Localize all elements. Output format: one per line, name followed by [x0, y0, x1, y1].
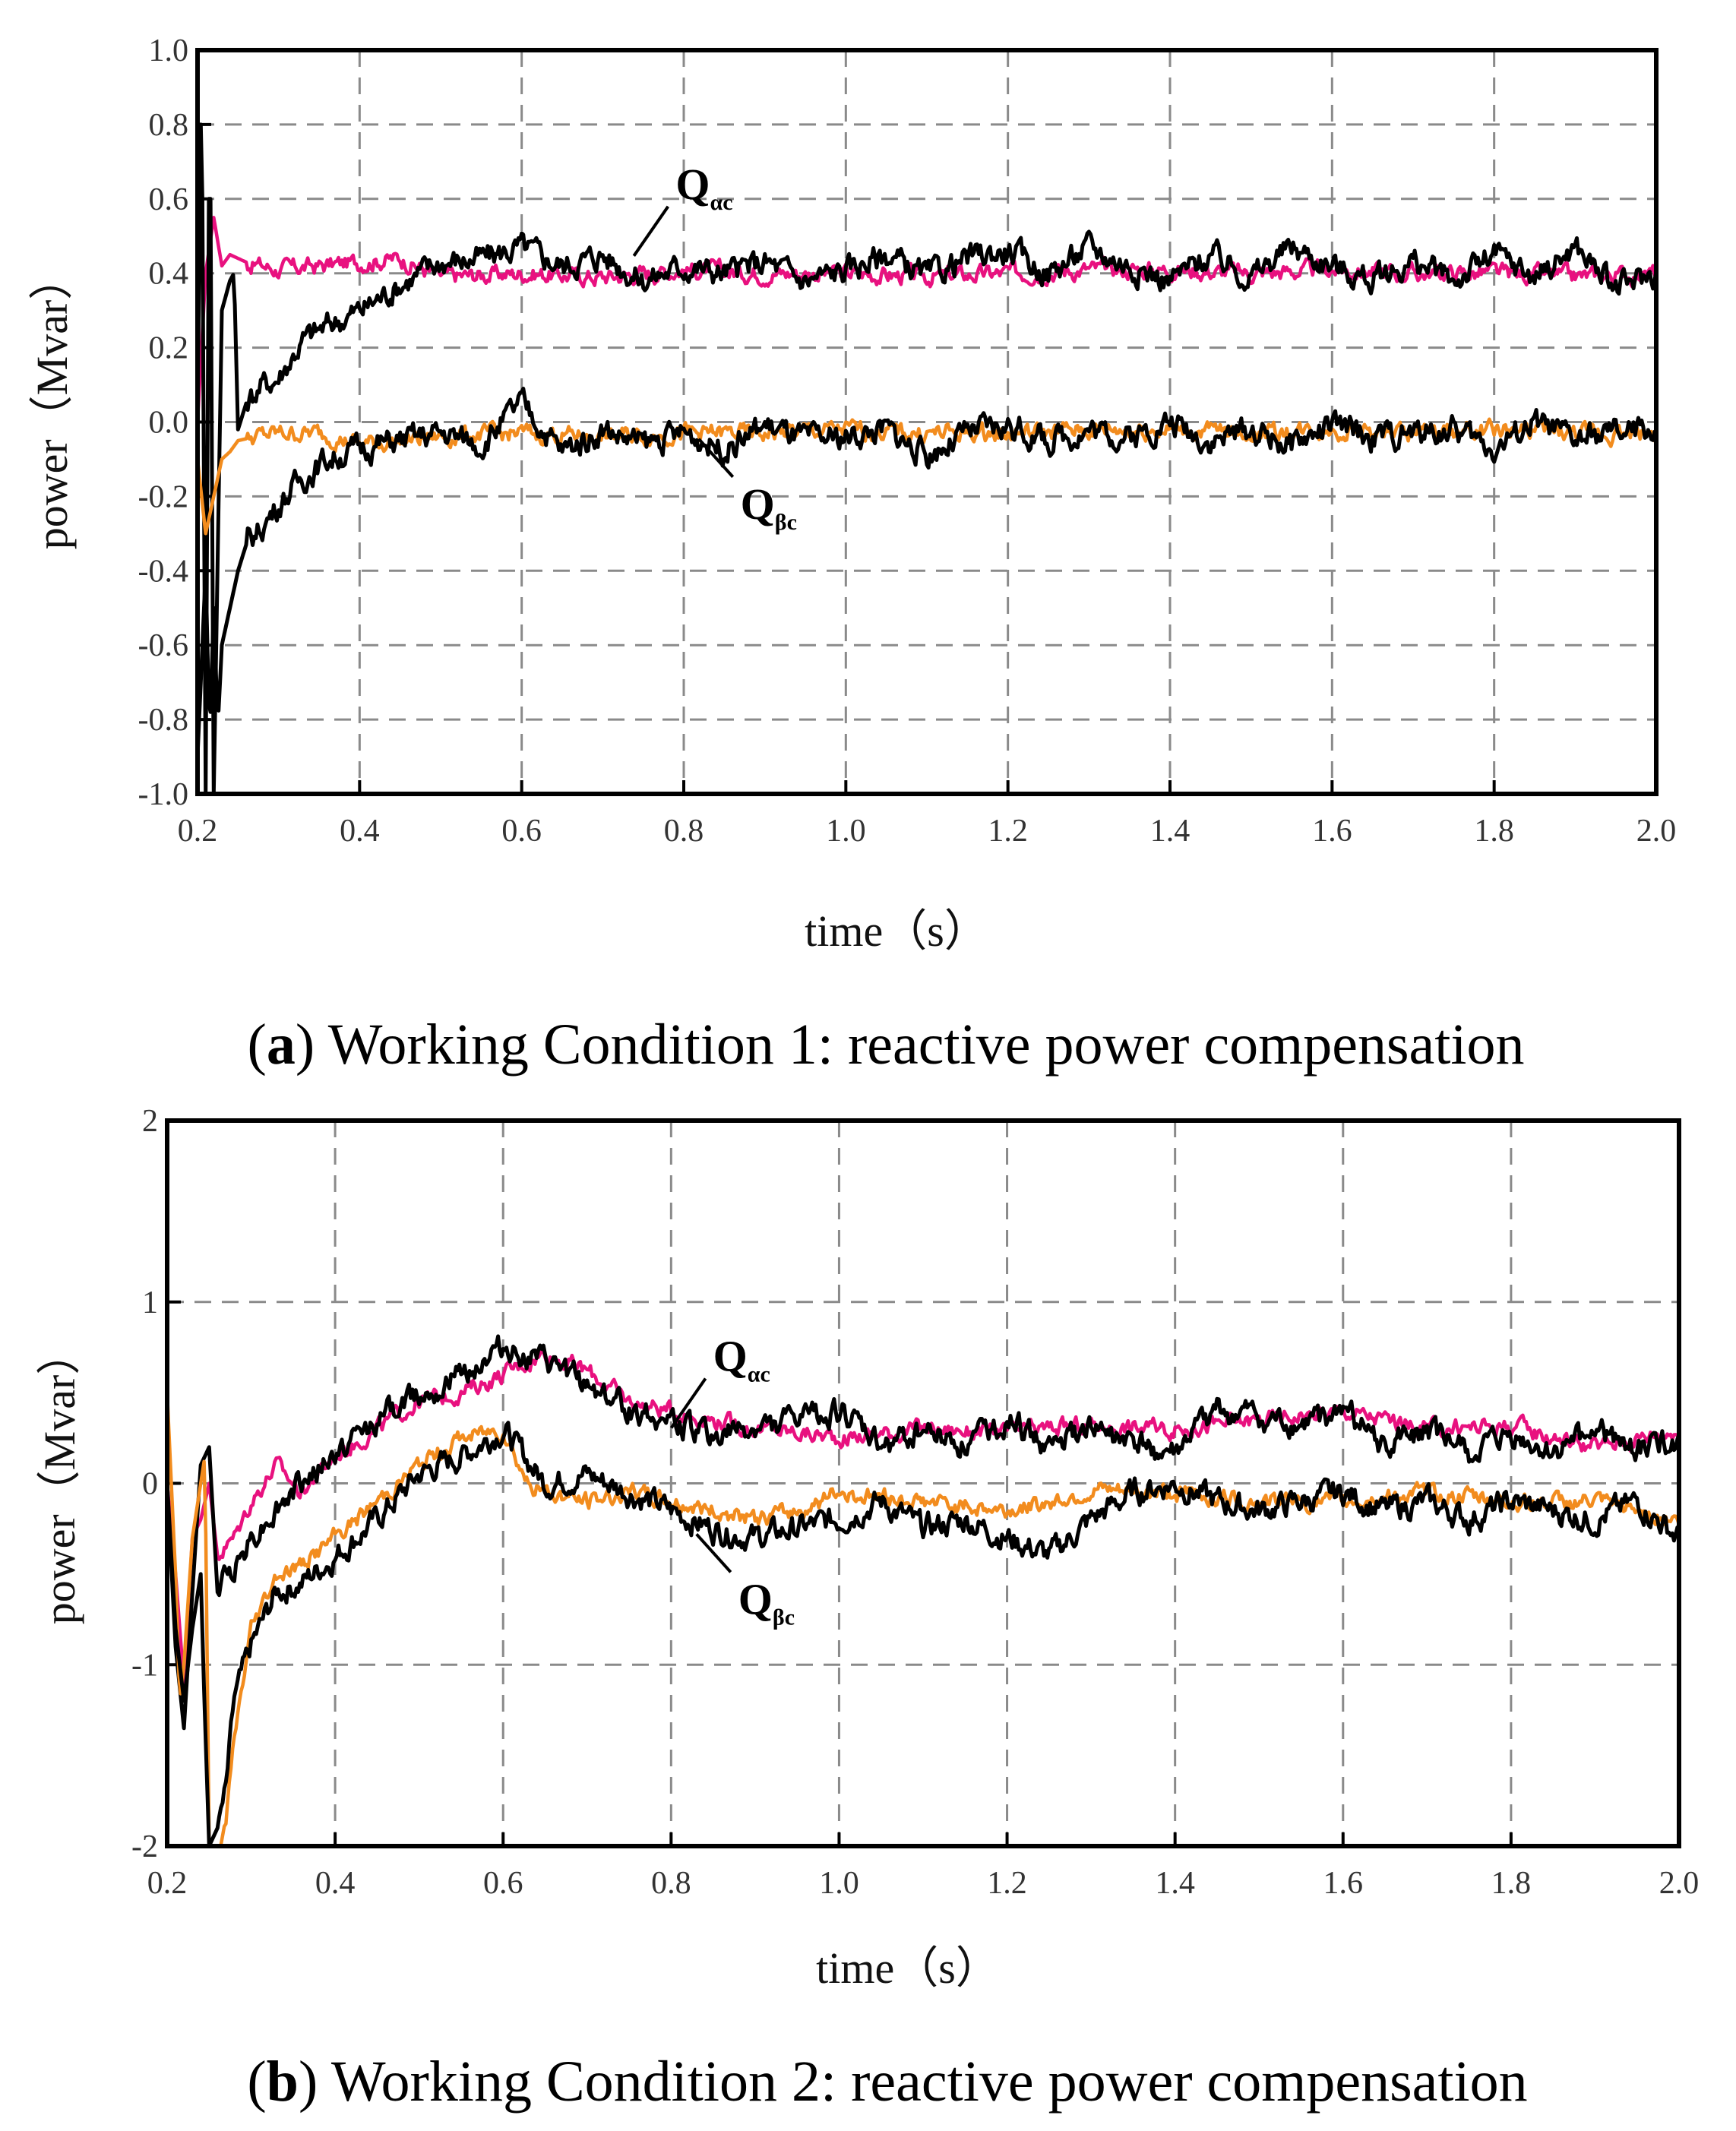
y-tick-label: -1.0 [138, 777, 189, 812]
annotation-leader [697, 438, 735, 479]
y-tick-label: -2 [131, 1829, 158, 1864]
x-tick-label: 0.2 [147, 1866, 188, 1901]
y-tick-label: 0.4 [149, 257, 189, 292]
y-ticks-b: 2 1 0 -1 -2 [131, 1104, 181, 1864]
caption-a: (a) Working Condition 1: reactive power … [248, 1013, 1525, 1077]
caption-text-a: Working Condition 1: reactive power comp… [328, 1013, 1525, 1077]
y-tick-label: 2 [142, 1104, 158, 1139]
x-tick-label: 1.6 [1312, 814, 1352, 849]
x-tick-label: 2.0 [1636, 814, 1677, 849]
y-tick-label: -0.6 [138, 628, 189, 663]
x-tick-label: 1.8 [1474, 814, 1514, 849]
y-ticks-a: 1.0 0.8 0.6 0.4 0.2 0.0 -0.2 -0.4 -0.6 -0.8 -1.0 [138, 33, 211, 812]
chart-panel-a: 1.0 0.8 0.6 0.4 0.2 0.0 -0.2 -0.4 -0.6 -0.8 -1.0 0… [27, 33, 1676, 1077]
annotation-leader [695, 1533, 732, 1573]
x-tick-label: 1.0 [826, 814, 866, 849]
x-tick-label: 0.2 [178, 814, 218, 849]
y-tick-label: 0.6 [149, 182, 189, 217]
annotation-label: Qαc [675, 160, 732, 215]
annotations-b: Qαc Qβc [669, 1331, 795, 1630]
series-group-a [198, 122, 1656, 794]
x-tick-label: 1.4 [1155, 1866, 1195, 1901]
series-line-2 [167, 1334, 1679, 1731]
plot-frame-a [195, 48, 1659, 796]
x-tick-label: 1.2 [988, 814, 1028, 849]
x-tick-label: 1.4 [1150, 814, 1191, 849]
plot-frame-b [165, 1118, 1681, 1848]
annotation-label: Qαc [713, 1331, 770, 1386]
caption-text-b: Working Condition 2: reactive power comp… [331, 2050, 1528, 2114]
annotation-label: Qβc [741, 479, 797, 535]
y-tick-label: -1 [131, 1648, 158, 1683]
series-line-4 [167, 1421, 1679, 1846]
y-tick-label: 1 [142, 1285, 158, 1320]
x-tick-label: 0.4 [340, 814, 380, 849]
y-axis-label-a: power（Mvar） [27, 256, 77, 550]
caption-b: (b) Working Condition 2: reactive power … [247, 2050, 1527, 2114]
annotation-label: Qβc [738, 1574, 795, 1630]
x-ticks-a: 0.2 0.4 0.6 0.8 1.0 1.2 1.4 1.6 1.8 2.0 [178, 780, 1677, 849]
caption-letter-b: b [267, 2050, 299, 2114]
y-tick-label: 0.2 [149, 331, 189, 366]
x-tick-label: 0.4 [315, 1866, 356, 1901]
x-axis-label-b: time（s） [816, 1943, 1000, 1993]
series-line-3 [167, 1392, 1679, 1846]
x-tick-label: 1.0 [819, 1866, 859, 1901]
x-tick-label: 0.8 [664, 814, 704, 849]
x-tick-label: 0.8 [651, 1866, 691, 1901]
annotation-leader [669, 1377, 707, 1429]
y-tick-label: 0.0 [149, 406, 189, 441]
y-tick-label: 0 [142, 1467, 158, 1502]
y-axis-label-b: power（Mvar） [35, 1331, 84, 1625]
annotation-leader [632, 205, 669, 257]
series-line-4 [198, 387, 1656, 757]
y-tick-label: -0.8 [138, 703, 189, 738]
series-line-1 [198, 216, 1656, 422]
grid-a [198, 50, 1656, 794]
y-tick-label: -0.4 [138, 554, 189, 589]
caption-letter-a: a [267, 1013, 296, 1077]
grid-b [167, 1121, 1679, 1846]
y-tick-label: -0.2 [138, 479, 189, 514]
y-tick-label: 0.8 [149, 108, 189, 143]
x-tick-label: 0.6 [483, 1866, 523, 1901]
series-group-b [167, 1334, 1679, 1846]
annotations-a: Qαc Qβc [632, 160, 797, 535]
x-tick-label: 1.6 [1323, 1866, 1364, 1901]
y-tick-label: 1.0 [149, 33, 189, 68]
series-line-1 [167, 1349, 1679, 1685]
x-tick-label: 1.8 [1491, 1866, 1532, 1901]
chart-panel-b: 2 1 0 -1 -2 0.2 0.4 0.6 0.8 1.0 1.2 1.4 1.6 1.8 2.0 Q… [35, 1104, 1699, 2114]
x-tick-label: 0.6 [501, 814, 542, 849]
series-line-2 [198, 122, 1656, 794]
x-ticks-b: 0.2 0.4 0.6 0.8 1.0 1.2 1.4 1.6 1.8 2.0 [147, 1832, 1700, 1901]
x-axis-label-a: time（s） [805, 906, 988, 956]
x-tick-label: 2.0 [1659, 1866, 1700, 1901]
x-tick-label: 1.2 [987, 1866, 1027, 1901]
